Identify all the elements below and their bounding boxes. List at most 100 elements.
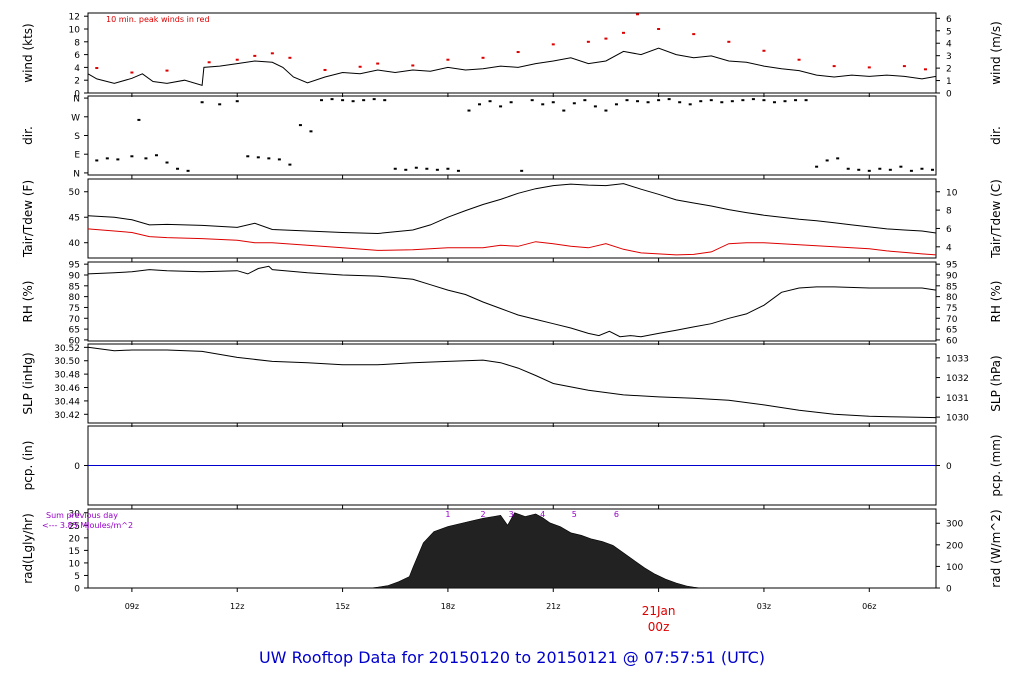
dir-frame xyxy=(87,95,937,176)
rad-ytick-label-right: 300 xyxy=(946,520,963,530)
dir-point xyxy=(825,159,829,162)
dir-point xyxy=(362,99,366,102)
pcp-ylabel-right: pcp. (mm) xyxy=(989,434,1003,496)
temp-ytick-label: 40 xyxy=(69,239,81,249)
dir-point xyxy=(320,99,324,102)
rh-ytick-label: 95 xyxy=(69,261,80,271)
wind-ytick-label-right: 0 xyxy=(946,90,952,100)
dir-ytick-label: N xyxy=(73,169,80,179)
dir-point xyxy=(867,169,871,172)
temp-ytick-label-right: 6 xyxy=(946,225,952,235)
dir-point xyxy=(562,109,566,112)
temp-panel xyxy=(84,178,940,262)
dir-point xyxy=(298,124,302,127)
rh-ytick-label-right: 80 xyxy=(946,293,958,303)
rad-ytick-label: 30 xyxy=(69,509,81,519)
rad-sum-value: <--- 3.85 MJoules/m^2 xyxy=(42,521,133,530)
slp-ytick-label-right: 1031 xyxy=(946,394,969,404)
rh-ytick-label-right: 60 xyxy=(946,336,958,346)
rad-ytick-label-right: 200 xyxy=(946,541,963,551)
dir-point xyxy=(288,163,292,166)
slp-ytick-label-right: 1033 xyxy=(946,354,969,364)
wind-peak-point xyxy=(270,52,274,55)
wind-peak-point xyxy=(376,62,380,65)
dir-point xyxy=(425,167,429,170)
dir-point xyxy=(920,167,924,170)
rad-hour-mark: 6 xyxy=(614,510,619,519)
dir-point xyxy=(372,98,376,101)
xtick-label: 15z xyxy=(335,602,349,611)
rh-ytick-label: 80 xyxy=(69,293,81,303)
dir-point xyxy=(614,103,618,106)
slp-ytick-label: 30.42 xyxy=(54,411,80,421)
wind-peak-point xyxy=(832,65,836,68)
rad-hour-mark: 1 xyxy=(445,510,450,519)
dir-point xyxy=(404,168,408,171)
wind-ytick-label: 10 xyxy=(69,26,81,36)
pcp-ytick-label: 0 xyxy=(74,462,80,472)
slp-ytick-label-right: 1030 xyxy=(946,414,969,424)
dir-point xyxy=(509,101,513,104)
rh-frame xyxy=(87,261,937,342)
xtick-label: 21z xyxy=(546,602,560,611)
dir-point xyxy=(200,101,204,104)
slp-ytick-label: 30.52 xyxy=(54,344,80,354)
rh-ytick-label: 65 xyxy=(69,326,80,336)
dir-point xyxy=(815,165,819,168)
wind-peak-point xyxy=(797,58,801,61)
dir-point xyxy=(762,99,766,102)
wind-peak-point xyxy=(902,65,906,68)
wind-line-0 xyxy=(87,47,937,86)
xtick-label: 09z xyxy=(125,602,139,611)
dir-point xyxy=(878,167,882,170)
temp-ytick-label-right: 4 xyxy=(946,243,952,253)
chart-title: UW Rooftop Data for 20150120 to 20150121… xyxy=(258,648,766,667)
dir-point xyxy=(186,169,190,172)
rad-sum-label: Sum previous day xyxy=(46,511,118,520)
dir-point xyxy=(488,100,492,103)
rh-ylabel-right: RH (%) xyxy=(989,281,1003,323)
temp-ytick-label-right: 8 xyxy=(946,207,952,217)
wind-ytick-label: 12 xyxy=(69,13,80,23)
slp-ytick-label: 30.48 xyxy=(54,371,80,381)
wind-ytick-label: 6 xyxy=(74,51,80,61)
dir-ylabel: dir. xyxy=(21,126,35,145)
dir-point xyxy=(144,157,148,160)
rh-ylabel: RH (%) xyxy=(21,281,35,323)
dir-point xyxy=(235,100,239,103)
slp-ytick-label: 30.46 xyxy=(54,384,80,394)
dir-point xyxy=(899,165,903,168)
dir-point xyxy=(383,99,387,102)
dir-point xyxy=(783,100,787,103)
dir-point xyxy=(341,99,345,102)
rh-line-0 xyxy=(87,265,937,338)
rh-ytick-label-right: 95 xyxy=(946,261,957,271)
wind-peak-point xyxy=(551,43,555,46)
wind-peak-point xyxy=(165,69,169,72)
wind-ytick-label-right: 1 xyxy=(946,77,952,87)
dir-point xyxy=(583,99,587,102)
wind-peak-point xyxy=(207,61,211,64)
dir-point xyxy=(794,99,798,102)
temp-ylabel: Tair/Tdew (F) xyxy=(21,180,35,258)
dir-point xyxy=(256,156,260,159)
xtick-label-midnight: 00z xyxy=(648,620,670,634)
temp-ytick-label: 50 xyxy=(69,188,81,198)
rad-ytick-label: 25 xyxy=(69,522,80,532)
wind-peak-point xyxy=(657,28,661,30)
slp-ylabel: SLP (inHg) xyxy=(21,352,35,414)
wind-peak-point xyxy=(323,68,327,71)
dir-point xyxy=(530,99,534,102)
dir-point xyxy=(709,99,713,102)
dir-point xyxy=(154,154,158,157)
dir-point xyxy=(130,155,134,158)
dir-panel xyxy=(84,95,937,179)
wind-annotation: 10 min. peak winds in red xyxy=(106,15,210,24)
rh-ytick-label: 70 xyxy=(69,315,81,325)
xtick-label: 12z xyxy=(230,602,244,611)
temp-ytick-label: 45 xyxy=(69,214,80,224)
wind-ytick-label: 8 xyxy=(74,38,80,48)
rad-hour-mark: 3 xyxy=(509,510,514,519)
rad-panel xyxy=(84,508,940,592)
wind-peak-point xyxy=(604,37,608,40)
